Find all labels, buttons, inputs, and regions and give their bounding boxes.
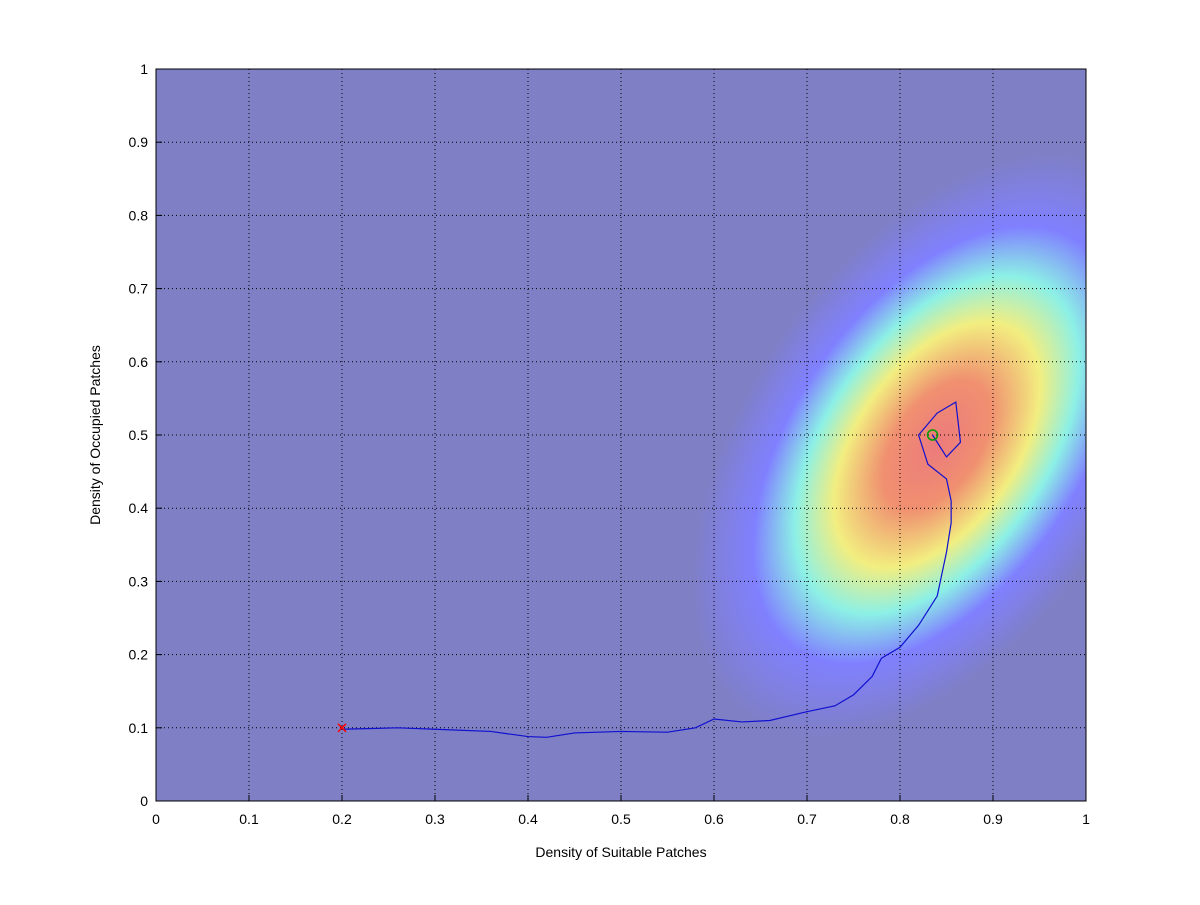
x-tick-label: 0.3: [425, 811, 445, 827]
x-tick-label: 0.4: [518, 811, 538, 827]
x-tick-label: 0.2: [332, 811, 352, 827]
y-tick-label: 0.1: [129, 720, 149, 736]
x-tick-label: 0.7: [797, 811, 817, 827]
y-tick-label: 0.5: [129, 427, 149, 443]
y-tick-label: 0: [140, 793, 148, 809]
y-tick-label: 0.8: [129, 207, 149, 223]
x-tick-label: 0.8: [890, 811, 910, 827]
y-tick-label: 0.2: [129, 647, 149, 663]
y-tick-label: 0.6: [129, 354, 149, 370]
x-tick-label: 0: [152, 811, 160, 827]
x-axis-label: Density of Suitable Patches: [535, 844, 706, 860]
x-tick-label: 0.5: [611, 811, 631, 827]
y-tick-label: 0.3: [129, 573, 149, 589]
y-tick-label: 0.4: [129, 500, 149, 516]
start-marker: [337, 723, 347, 733]
y-tick-label: 0.7: [129, 281, 149, 297]
x-tick-label: 0.9: [983, 811, 1003, 827]
y-tick-label: 1: [140, 61, 148, 77]
x-tick-label: 0.1: [239, 811, 259, 827]
density-heatmap: [691, 153, 1086, 737]
y-axis-label: Density of Occupied Patches: [87, 345, 103, 525]
x-tick-label: 1: [1082, 811, 1090, 827]
y-tick-label: 0.9: [129, 134, 149, 150]
x-tick-label: 0.6: [704, 811, 724, 827]
end-marker: [926, 429, 939, 441]
trajectory-line: [341, 401, 962, 738]
